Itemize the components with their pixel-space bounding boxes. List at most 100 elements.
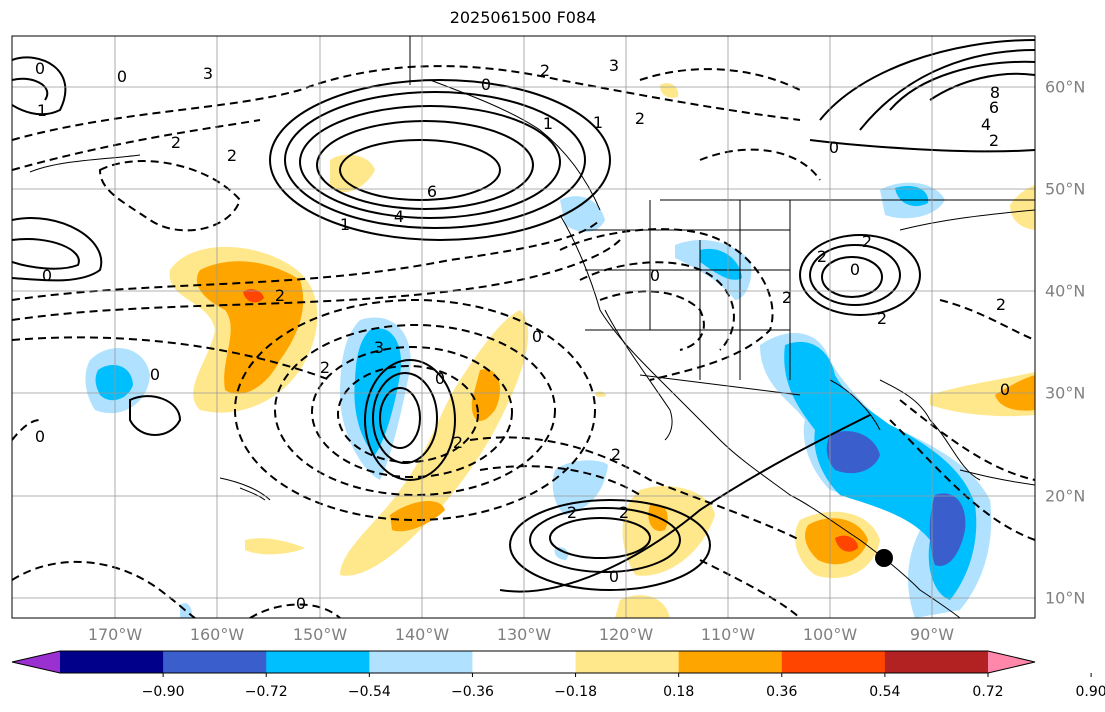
contour-solid [821,256,883,298]
shade-negative-strong [95,365,133,401]
latitude-label: 10°N [1045,588,1086,608]
contour-label: 3 [609,56,619,75]
contour-label: 2 [540,61,550,80]
contour-solid [889,60,1035,111]
contour-solid [529,507,681,573]
contour-label: 3 [374,338,384,357]
colorbar-segment [575,651,680,673]
shade-positive-peak [243,289,264,303]
contour-label: 2 [611,445,621,464]
contour-label: 4 [394,207,404,226]
contour-solid [129,395,182,436]
shade-positive-strong [196,261,304,394]
contour-solid [509,499,711,591]
contour-label: 0 [850,260,860,279]
contour-label: 2 [996,295,1006,314]
contour-dashed [234,299,596,521]
colorbar-segment [472,651,577,673]
contour-label: 1 [543,114,553,133]
country-border [639,374,801,396]
contour-dashed [12,239,621,321]
longitude-label: 130°W [496,625,552,644]
contour-dashed [599,290,705,351]
colorbar-segment [163,651,267,673]
coastline [959,469,1035,486]
colorbar-segment [884,651,989,673]
map-frame [11,35,1036,619]
longitude-label: 110°W [700,625,756,644]
contour-dashed [699,559,801,618]
contour-dashed [699,148,821,181]
contour-solid [819,39,1035,121]
latitude-label: 40°N [1045,281,1086,301]
longitude-label: 150°W [292,625,348,644]
contour-solid [859,49,1035,131]
map-title: 2025061500 F084 [449,8,597,27]
coastline [559,214,961,618]
contour-layer [12,39,1035,593]
contour-dashed [12,219,601,301]
contour-label: 2 [320,358,330,377]
contour-dashed [889,419,1035,541]
shade-positive-peak [835,535,858,552]
colorbar-tick-label: 0.54 [869,684,901,700]
latitude-label: 30°N [1045,383,1086,403]
coastline [239,487,266,501]
colorbar-tick-label: −0.90 [141,684,185,700]
latitude-label: 60°N [1045,77,1086,97]
coastline [219,477,271,501]
contour-dashed [12,560,196,618]
coastline [879,379,981,481]
contour-label: 2 [817,247,827,266]
contour-solid [364,359,456,481]
contour-solid [284,91,586,229]
storm-center-marker [875,549,893,567]
contour-dashed [98,160,242,232]
contour-label: 0 [435,369,445,388]
contour-label: 0 [296,594,306,613]
contour-label: 2 [862,232,872,251]
latitude-label: 20°N [1045,486,1086,506]
shade-positive [595,391,606,397]
shade-negative-deep [826,431,880,474]
contour-label: 2 [989,131,999,150]
shading-layer [85,83,1035,618]
longitude-label: 100°W [802,625,858,644]
shade-positive [622,486,715,576]
contour-dashed [12,119,261,171]
colorbar-segment [266,651,370,673]
contour-solid [269,79,611,241]
contour-solid [339,139,501,201]
contour-label: 1 [340,215,350,234]
contour-solid [379,387,421,449]
shade-positive-strong [471,369,500,421]
contour-dashed [639,68,801,91]
colorbar-outline [11,650,1036,674]
contour-dashed [12,336,331,381]
colorbar [11,650,1092,677]
contour-label: 0 [1000,380,1010,399]
contour-solid [316,120,534,210]
contour-label: 6 [989,98,999,117]
colorbar-tick-label: 0.72 [972,684,1004,700]
contour-label: 3 [203,64,213,83]
contour-label: 2 [275,286,285,305]
contour-solid [12,238,80,270]
shade-negative-strong [895,185,929,207]
coastline [829,379,881,431]
contour-label: 0 [481,75,491,94]
contour-label: 0 [35,59,45,78]
contour-label: 0 [650,266,660,285]
contour-dashed [274,324,556,496]
contour-dashed [12,65,801,141]
contour-label: 0 [609,567,619,586]
contour-solid [499,414,871,593]
contour-solid [12,77,49,101]
contour-label: 8 [990,83,1000,102]
contour-solid [929,72,1035,101]
latitude-label: 50°N [1045,179,1086,199]
longitude-label: 160°W [189,625,245,644]
colorbar-tick-label: 0.90 [1075,684,1105,700]
